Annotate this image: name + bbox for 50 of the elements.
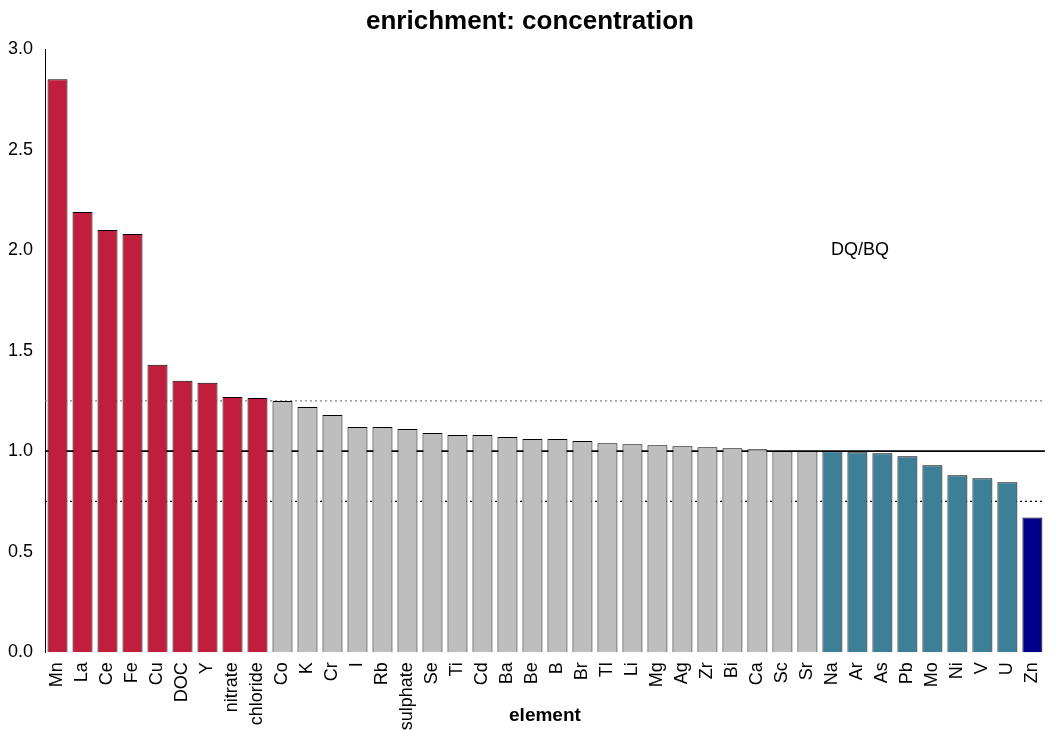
x-tick-label: Cu xyxy=(146,662,167,686)
y-tick-label: 1.5 xyxy=(7,339,34,360)
x-tick-label: DOC xyxy=(171,662,192,703)
y-tick-label: 0.0 xyxy=(7,641,34,662)
x-tick-label: Mn xyxy=(46,662,67,688)
x-tick-label: Cr xyxy=(321,662,342,682)
x-tick-label: Ni xyxy=(946,662,967,680)
y-tick-label: 1.0 xyxy=(7,440,34,461)
annotation: DQ/BQ xyxy=(830,238,889,259)
x-axis-title: element xyxy=(509,703,582,725)
x-tick-label: As xyxy=(871,662,892,684)
x-tick-label: chloride xyxy=(246,662,267,726)
x-tick-label: Tl xyxy=(596,662,617,678)
x-tick-label: Ag xyxy=(671,662,692,685)
x-tick-label: I xyxy=(346,662,367,668)
x-tick-label: Co xyxy=(271,662,292,686)
x-tick-label: Br xyxy=(571,662,592,681)
y-tick-label: 3.0 xyxy=(7,38,34,59)
x-tick-label: Fe xyxy=(121,662,142,684)
x-tick-label: Ce xyxy=(96,662,117,686)
x-tick-label: U xyxy=(996,662,1017,676)
x-tick-label: Sc xyxy=(771,662,792,684)
x-tick-label: K xyxy=(296,662,317,675)
x-tick-label: Ar xyxy=(846,662,867,681)
x-tick-label: Ba xyxy=(496,661,517,685)
x-tick-label: Bi xyxy=(721,662,742,679)
x-tick-label: B xyxy=(546,662,567,675)
chart-title: enrichment: concentration xyxy=(366,4,694,35)
x-tick-label: Sr xyxy=(796,662,817,681)
x-tick-label: nitrate xyxy=(221,662,242,713)
x-tick-label: Pb xyxy=(896,662,917,685)
x-tick-label: Zn xyxy=(1021,662,1042,684)
y-tick-label: 0.5 xyxy=(7,540,34,561)
x-tick-label: La xyxy=(71,661,92,683)
x-tick-label: Ti xyxy=(446,662,467,677)
x-tick-label: Ca xyxy=(746,661,767,686)
x-tick-label: Se xyxy=(421,662,442,685)
x-tick-label: Li xyxy=(621,662,642,677)
x-tick-label: Na xyxy=(821,661,842,686)
x-tick-label: Cd xyxy=(471,662,492,686)
y-tick-label: 2.0 xyxy=(7,239,34,260)
y-tick-label: 2.5 xyxy=(7,138,34,159)
x-tick-label: sulphate xyxy=(396,662,417,731)
x-tick-label: Mo xyxy=(921,662,942,688)
x-tick-label: Zr xyxy=(696,662,717,680)
x-tick-label: Rb xyxy=(371,662,392,686)
x-tick-label: Y xyxy=(196,662,217,675)
x-tick-label: Be xyxy=(521,662,542,685)
x-tick-label: Mg xyxy=(646,662,667,688)
x-tick-label: V xyxy=(971,662,992,675)
